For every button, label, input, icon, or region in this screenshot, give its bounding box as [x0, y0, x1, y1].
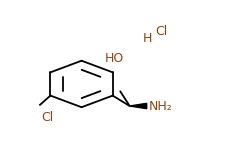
Text: H: H: [143, 31, 152, 45]
Text: Cl: Cl: [155, 25, 168, 38]
Text: Cl: Cl: [41, 111, 53, 124]
Text: NH₂: NH₂: [149, 100, 172, 113]
Polygon shape: [130, 103, 147, 109]
Text: HO: HO: [105, 52, 124, 65]
